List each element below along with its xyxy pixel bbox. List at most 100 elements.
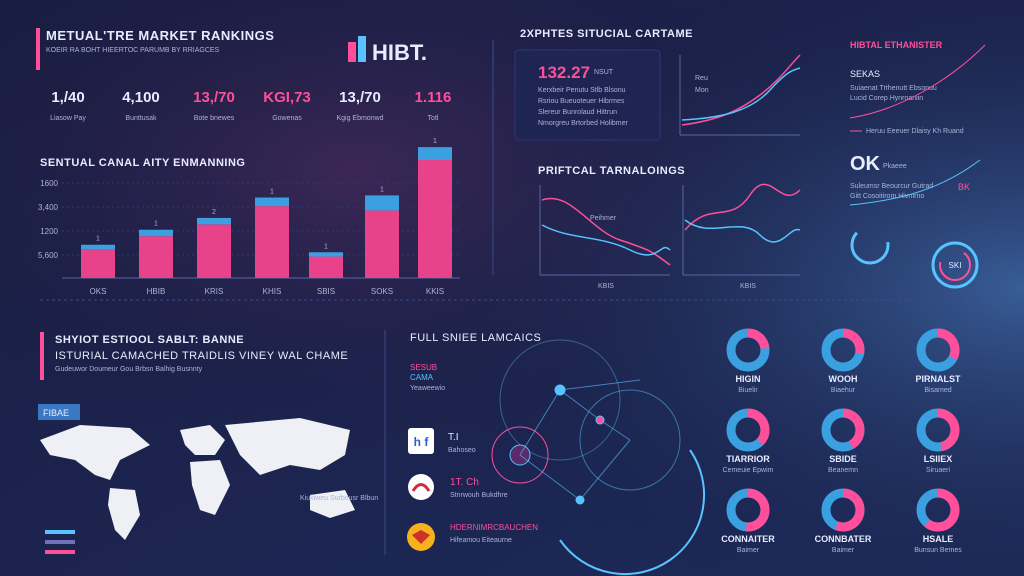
stat-value: KGI,73: [263, 89, 311, 106]
donut-sub: Biaehur: [831, 387, 856, 394]
line: [849, 44, 986, 119]
axis-label: KBIS: [740, 283, 756, 290]
item-sub: Hifeamou Eiteaurne: [450, 537, 512, 544]
continent: [108, 488, 140, 540]
continent: [310, 490, 355, 518]
donut-sub: Cemeuie Epwim: [723, 467, 774, 474]
label: Peihmer: [590, 215, 617, 222]
subtitle: KOEIR RA BOHT HIEERTOC PARUMB BY RRIAGCE…: [46, 47, 220, 54]
bar-top-label: 1: [324, 243, 328, 250]
stat-value: 13,/70: [193, 89, 235, 106]
icon-shape: [411, 483, 431, 492]
gauge: [850, 225, 890, 265]
node: [575, 495, 585, 505]
y-axis-label: 3,400: [38, 203, 59, 212]
line: [684, 219, 801, 243]
donut-segment: [916, 408, 960, 452]
panel-title: SHYIOT ESTIOOL SABLT: BANNE: [55, 334, 244, 346]
logo-mark: [348, 42, 356, 62]
donut-segment: [916, 488, 960, 532]
panel: [514, 49, 661, 141]
x-tick-label: KRIS: [205, 287, 224, 296]
bar: [418, 160, 452, 278]
donut-sub: Siruaeri: [926, 467, 951, 474]
stat-label: Liasow Pay: [50, 115, 86, 122]
line: Kerxbeir Penutu Stlb Blsonu: [538, 87, 626, 94]
panel-subtitle: ISTURIAL CAMACHED TRAIDLIS VINEY WAL CHA…: [55, 350, 348, 362]
big-figure: OK: [850, 153, 881, 175]
x-tick-label: SOKS: [371, 287, 393, 296]
bar: [197, 224, 231, 278]
x-tick-label: KKIS: [426, 287, 444, 296]
ring: [579, 389, 681, 491]
node: [491, 426, 549, 484]
line: Suiaenat Trthenutt Ebsonuu: [850, 85, 937, 92]
bar: [309, 256, 343, 278]
tag-box: [38, 404, 80, 420]
stat-label: Kgig Ebmonwd: [336, 115, 383, 122]
stat-label: Gowenas: [272, 115, 302, 122]
label: Yeaweewio: [410, 385, 445, 392]
tag: BK: [958, 182, 970, 192]
stat-label: Bote bnewes: [194, 115, 235, 122]
y-axis-label: 1200: [40, 227, 58, 236]
donut-title: WOOH: [829, 374, 858, 384]
continent: [225, 418, 350, 475]
stat-value: 4,100: [122, 89, 160, 106]
line: Nmorgreu Brtorbed Holibmer: [538, 120, 629, 127]
donut-sub: Baimer: [832, 547, 855, 554]
bar-top-label: 1: [380, 186, 384, 193]
bar-cap: [365, 195, 399, 211]
stat-value: 1,/40: [51, 89, 84, 106]
panel-title: FULL SNIEE LAMCAICS: [410, 332, 541, 344]
small-chart: KBIS: [682, 183, 801, 290]
donut-title: SBIDE: [829, 454, 857, 464]
bar-cap: [255, 197, 289, 207]
item-sub: Stnrwouh Bukdhre: [450, 492, 508, 499]
accent: [40, 332, 44, 380]
donut-segment: [916, 328, 960, 372]
figure: 132.27: [538, 63, 590, 82]
legend-swatch: [45, 540, 75, 544]
icon: [408, 474, 434, 500]
corner-sub: SEKAS: [850, 69, 880, 79]
logo: HIBT.: [372, 40, 427, 65]
donut-title: TIARRIOR: [726, 454, 770, 464]
item-title: T.I: [448, 432, 459, 443]
line: Gitt Cosoitirom Hivmrno: [850, 193, 924, 200]
stat-value: 13,/70: [339, 89, 381, 106]
item-title: 1T. Ch: [450, 477, 479, 488]
y-axis-label: 5,600: [38, 251, 59, 260]
stat-label: Totl: [428, 115, 439, 122]
gauge-label: SKI: [949, 261, 962, 270]
continent: [40, 425, 150, 480]
donut-sub: Beanemn: [828, 467, 858, 474]
bar-top-label: 1: [96, 236, 100, 243]
item-title: HDERNIMRCBAUCHEN: [450, 523, 538, 532]
logo-mark: [358, 36, 366, 62]
line: Rsriou Bueuoteuer Hibrmes: [538, 98, 625, 105]
icon: [408, 428, 434, 454]
arc: [559, 449, 705, 575]
donut-title: CONNBATER: [815, 534, 872, 544]
bar: [255, 206, 289, 278]
stat-label: Bunttusak: [125, 115, 157, 122]
node: [554, 384, 566, 396]
bar: [81, 249, 115, 278]
donut-sub: Bunsun Bemes: [914, 547, 962, 554]
title: METUAL'TRE MARKET RANKINGS: [46, 28, 274, 43]
bar: [139, 236, 173, 278]
legend: Reu: [695, 75, 708, 82]
continent: [190, 460, 230, 515]
bar-top-label: 1: [270, 189, 274, 196]
donut-segment: [726, 328, 770, 372]
line: [849, 159, 981, 206]
donut-segment: [726, 408, 770, 452]
axis-label: KBIS: [598, 283, 614, 290]
stat-value: 1.116: [415, 89, 452, 106]
line-chart: Reu Mon: [679, 54, 801, 136]
continent: [180, 425, 225, 455]
donut-segment: [821, 408, 865, 452]
